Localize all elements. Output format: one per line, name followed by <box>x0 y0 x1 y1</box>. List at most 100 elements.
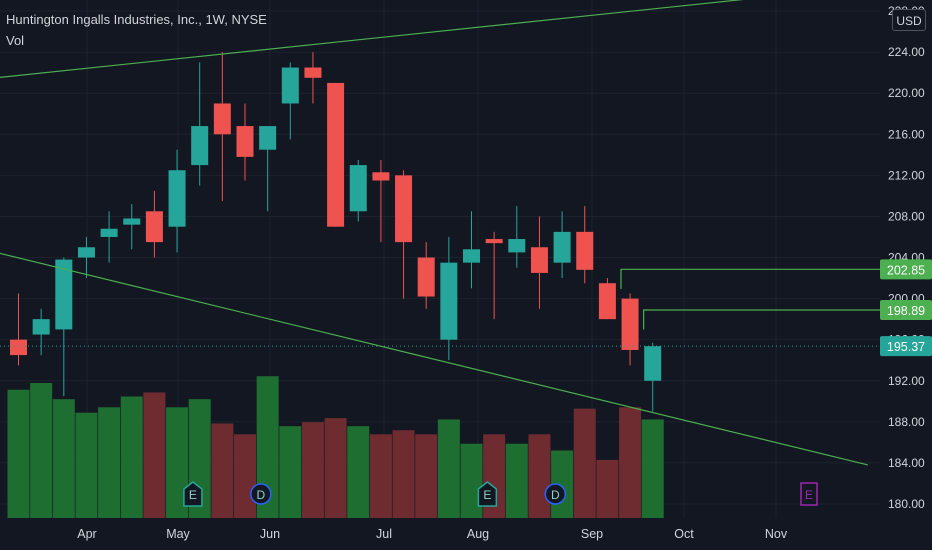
event-letter: E <box>483 488 491 502</box>
candle-body <box>281 67 299 104</box>
dividend-marker[interactable]: D <box>250 483 272 505</box>
x-tick-label: Nov <box>765 527 788 541</box>
chart-legend: Huntington Ingalls Industries, Inc., 1W,… <box>6 12 267 54</box>
time-axis: Apr May Jun Jul Aug Sep Oct Nov <box>77 527 788 541</box>
candle-body <box>530 247 548 273</box>
level-price-tag <box>880 259 932 280</box>
volume-bar <box>641 419 664 518</box>
volume-bar <box>619 407 642 518</box>
candle-body <box>123 218 141 225</box>
candle-body <box>236 126 254 157</box>
volume-bar <box>505 443 528 518</box>
current-price-tag <box>880 336 932 357</box>
trendlines <box>0 0 880 466</box>
event-letter: D <box>551 488 560 502</box>
symbol-title: Huntington Ingalls Industries, Inc., 1W,… <box>6 12 267 27</box>
volume-bar <box>234 434 256 518</box>
candle-body <box>10 339 27 356</box>
volume-bar <box>324 418 347 518</box>
volume-bar <box>460 443 483 518</box>
candle-body <box>32 319 50 335</box>
volume-bar <box>143 392 166 518</box>
candle-body <box>55 259 73 330</box>
candle-body <box>304 67 322 78</box>
volume-bar <box>369 434 392 518</box>
x-tick-label: Jul <box>376 527 392 541</box>
volume-bar <box>211 423 234 518</box>
earnings-marker[interactable]: E <box>800 482 818 506</box>
level-line <box>643 309 880 330</box>
level-line <box>620 268 880 289</box>
y-tick-label: 212.00 <box>888 168 925 182</box>
volume-bar <box>596 459 619 518</box>
level-price-label: 202.85 <box>887 263 925 277</box>
x-tick-label: Sep <box>581 527 603 541</box>
candle-body <box>644 346 662 381</box>
volume-bar <box>301 422 324 518</box>
candle-body <box>77 247 95 258</box>
candle-body <box>213 103 231 135</box>
candle-body <box>327 82 345 227</box>
candle-body <box>463 249 480 263</box>
trendline <box>0 0 744 78</box>
volume-bar <box>256 376 279 518</box>
volume-bar <box>347 426 370 518</box>
candle-body <box>485 239 503 244</box>
y-tick-label: 224.00 <box>888 45 925 59</box>
volume-bar <box>573 408 596 518</box>
volume-bars <box>7 376 664 518</box>
volume-bar <box>7 389 30 518</box>
earnings-icon <box>477 481 498 507</box>
x-tick-label: Aug <box>467 527 489 541</box>
y-tick-label: 192.00 <box>888 374 925 388</box>
volume-bar <box>279 426 302 518</box>
event-letter: E <box>189 488 197 502</box>
level-price-label: 198.89 <box>887 304 925 318</box>
trendline <box>0 252 869 466</box>
candle-body <box>100 228 118 237</box>
candle-body <box>621 298 639 350</box>
volume-bar <box>415 434 438 518</box>
earnings-marker[interactable]: E <box>477 481 498 507</box>
volume-bar <box>437 419 460 518</box>
x-tick-label: Jun <box>260 527 280 541</box>
y-tick-label: 220.00 <box>888 86 925 100</box>
volume-label: Vol <box>6 33 25 48</box>
event-letter: D <box>257 488 266 502</box>
candle-body <box>395 175 413 243</box>
volume-bar <box>392 430 415 518</box>
candle-body <box>598 283 616 320</box>
x-tick-label: Apr <box>77 527 96 541</box>
candle-body <box>417 257 435 297</box>
y-tick-label: 188.00 <box>888 415 925 429</box>
candle-body <box>372 172 390 181</box>
earnings-icon <box>800 482 818 506</box>
volume-bar <box>166 407 189 518</box>
earnings-marker[interactable]: E <box>183 481 203 507</box>
currency-button[interactable]: USD <box>892 9 926 31</box>
event-letter: E <box>805 488 813 502</box>
price-labels: 202.85 198.89 195.37 <box>880 259 932 357</box>
dividend-marker[interactable]: D <box>544 483 567 505</box>
candle-body <box>440 262 458 340</box>
y-tick-label: 180.00 <box>888 497 925 511</box>
candle-body <box>191 126 209 166</box>
candle-body <box>145 211 163 243</box>
candle-body <box>168 170 186 227</box>
dividend-icon <box>544 483 567 505</box>
candle-body <box>259 126 277 150</box>
level-price-tag <box>880 299 932 320</box>
volume-bar <box>30 383 53 518</box>
x-tick-label: May <box>166 527 190 541</box>
volume-bar <box>98 407 121 518</box>
candlesticks <box>10 52 662 412</box>
y-tick-label: 208.00 <box>888 209 925 223</box>
candle-body <box>553 231 571 263</box>
candle-body <box>508 239 526 253</box>
candle-body <box>349 165 367 212</box>
y-tick-label: 216.00 <box>888 127 925 141</box>
x-tick-label: Oct <box>674 527 694 541</box>
y-tick-label: 184.00 <box>888 456 925 470</box>
